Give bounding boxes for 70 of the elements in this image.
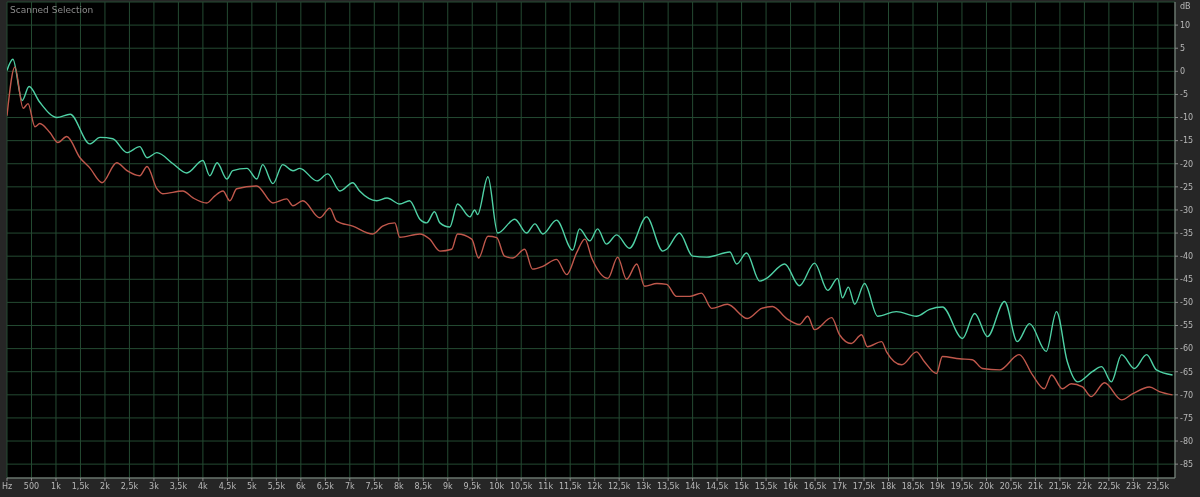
x-tick-label: 6,5k [316, 481, 335, 491]
x-tick-label: 8,5k [414, 481, 433, 491]
y-tick-label: -50 [1180, 298, 1194, 308]
x-tick-label: 9,5k [463, 481, 482, 491]
y-tick-label: -45 [1180, 275, 1194, 285]
x-tick-label: 7,5k [365, 481, 384, 491]
y-tick-label: -85 [1180, 459, 1194, 469]
x-tick-label: 9k [442, 481, 453, 491]
x-tick-label: 10k [489, 481, 505, 491]
x-tick-label: 6k [295, 481, 307, 491]
x-tick-label: 18k [881, 481, 897, 491]
x-tick-label: 13,5k [656, 481, 680, 491]
x-tick-label: 5,5k [267, 481, 286, 491]
x-tick-label: 16k [783, 481, 799, 491]
x-tick-label: Hz [1, 481, 13, 491]
x-tick-label: 8k [393, 481, 404, 491]
x-tick-label: 2,5k [120, 481, 139, 491]
y-tick-label: 0 [1180, 67, 1186, 77]
x-tick-label: 17,5k [852, 481, 876, 491]
x-tick-label: 23k [1125, 481, 1142, 491]
x-tick-label: 15k [734, 481, 750, 491]
x-tick-label: 23,5k [1146, 481, 1170, 491]
x-tick-label: 2k [100, 481, 111, 491]
x-tick-label: 17k [832, 481, 848, 491]
x-tick-label: 16,5k [803, 481, 827, 491]
x-tick-label: 14,5k [705, 481, 729, 491]
x-tick-label: 4k [198, 481, 209, 491]
y-axis-title: dB [1180, 2, 1191, 11]
x-tick-label: 20,5k [999, 481, 1023, 491]
x-tick-label: 19,5k [950, 481, 974, 491]
x-tick-label: 5k [247, 481, 258, 491]
x-tick-label: 4,5k [218, 481, 237, 491]
y-tick-label: -5 [1180, 90, 1188, 100]
x-tick-label: 12,5k [607, 481, 631, 491]
x-tick-label: 11k [538, 481, 554, 491]
x-tick-label: 10,5k [509, 481, 533, 491]
x-tick-label: 1,5k [71, 481, 90, 491]
y-tick-label: 5 [1180, 44, 1186, 54]
x-tick-label: 15,5k [754, 481, 778, 491]
x-tick-label: 12k [587, 481, 603, 491]
y-tick-label: -80 [1180, 436, 1194, 446]
y-tick-label: -20 [1180, 159, 1194, 169]
x-tick-label: 19k [930, 481, 946, 491]
x-tick-label: 22,5k [1097, 481, 1121, 491]
chart-title: Scanned Selection [10, 5, 94, 15]
y-tick-label: -40 [1180, 252, 1194, 262]
x-tick-label: 18,5k [901, 481, 925, 491]
x-tick-label: 3,5k [169, 481, 188, 491]
x-tick-label: 14k [685, 481, 701, 491]
y-tick-label: -30 [1180, 205, 1194, 215]
x-tick-label: 20k [979, 481, 995, 491]
x-tick-label: 13k [636, 481, 652, 491]
y-tick-label: -65 [1180, 367, 1194, 377]
x-tick-label: 21k [1028, 481, 1044, 491]
y-tick-label: -70 [1180, 390, 1194, 400]
y-tick-label: -15 [1180, 136, 1194, 146]
x-tick-label: 500 [23, 481, 40, 491]
y-tick-label: -60 [1180, 344, 1194, 354]
x-tick-label: 21,5k [1048, 481, 1072, 491]
x-tick-label: 1k [51, 481, 62, 491]
y-tick-label: -55 [1180, 321, 1194, 331]
x-tick-label: 11,5k [558, 481, 582, 491]
y-tick-label: -75 [1180, 413, 1194, 423]
x-tick-label: 3k [149, 481, 160, 491]
x-tick-label: 7k [344, 481, 356, 491]
x-tick-label: 22k [1076, 481, 1093, 491]
y-tick-label: -35 [1180, 228, 1194, 238]
y-tick-label: -10 [1180, 113, 1194, 123]
y-tick-label: 10 [1180, 20, 1191, 30]
y-tick-label: -25 [1180, 182, 1194, 192]
